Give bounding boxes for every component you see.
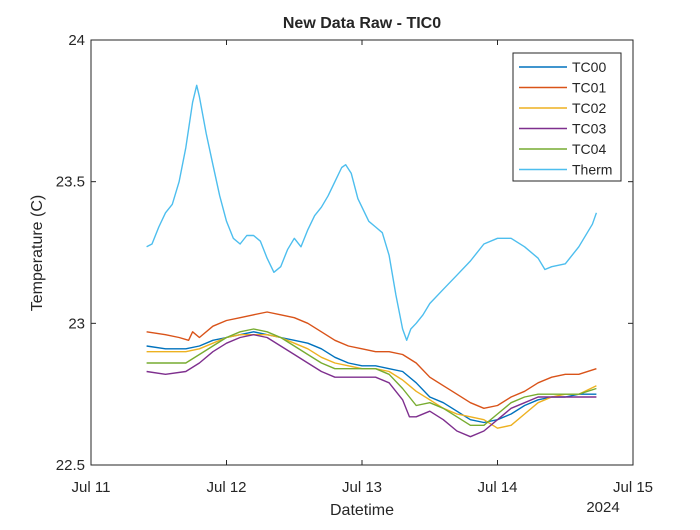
- series-line-tc03: [146, 334, 597, 438]
- legend-label-tc02: TC02: [572, 100, 606, 116]
- legend: TC00 TC01 TC02 TC03 TC04 Therm: [512, 52, 622, 182]
- x-axis-label: Datetime: [330, 502, 394, 519]
- x-tick-label: Jul 13: [342, 479, 382, 496]
- chart-title: New Data Raw - TIC0: [283, 15, 441, 32]
- legend-label-tc00: TC00: [572, 59, 606, 75]
- series-layer: [146, 84, 598, 438]
- x-axis-year-label: 2024: [586, 499, 619, 516]
- legend-label-tc01: TC01: [572, 80, 606, 96]
- series-line-therm: [146, 84, 598, 341]
- legend-label-therm: Therm: [572, 162, 612, 178]
- legend-label-tc03: TC03: [572, 121, 606, 137]
- x-tick-label: Jul 12: [206, 479, 246, 496]
- y-axis-label: Temperature (C): [29, 195, 46, 311]
- legend-box: [512, 52, 622, 182]
- legend-items: TC00 TC01 TC02 TC03 TC04 Therm: [519, 59, 612, 178]
- x-tick-label: Jul 15: [613, 479, 653, 496]
- y-tick-label: 23: [68, 315, 85, 332]
- tick-layer: Jul 11 Jul 12 Jul 13 Jul 14 Jul 15 22.5 23 23.5…: [56, 32, 653, 496]
- legend-label-tc04: TC04: [572, 141, 606, 157]
- series-line-tc01: [146, 311, 597, 409]
- series-line-tc04: [146, 328, 597, 426]
- x-tick-label: Jul 11: [72, 479, 111, 496]
- x-tick-label: Jul 14: [477, 479, 517, 496]
- y-tick-label: 22.5: [56, 457, 85, 474]
- y-tick-label: 24: [68, 32, 85, 49]
- y-tick-label: 23.5: [56, 174, 85, 191]
